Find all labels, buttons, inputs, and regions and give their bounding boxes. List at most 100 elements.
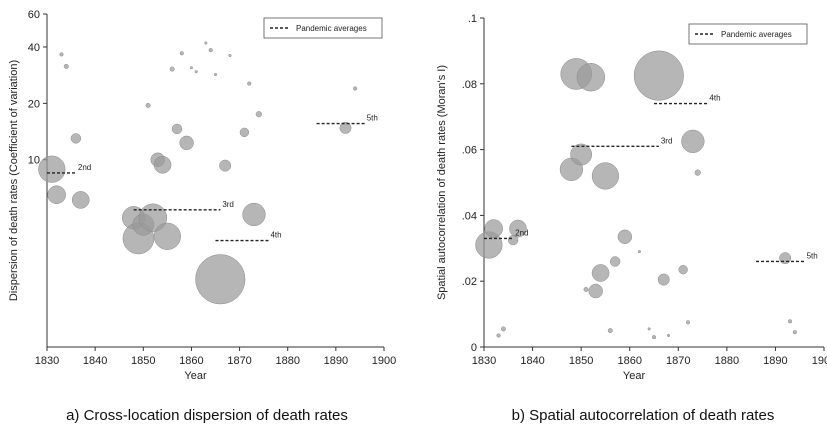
data-point [353, 86, 358, 91]
pandemic-average-label: 3rd [661, 136, 673, 145]
x-tick-label: 1830 [35, 355, 59, 367]
data-point [38, 155, 66, 183]
chart-panel-1: 1830 1840 1850 1860 1870 1880 1890 1900 10 20 40 60… [8, 9, 396, 424]
data-point [145, 102, 151, 108]
y-tick-label: 60 [28, 9, 40, 21]
x-tick-label: 1850 [569, 355, 593, 367]
pandemic-average-label: 2nd [515, 228, 528, 237]
data-point [678, 265, 688, 275]
x-tick-label: 1860 [617, 355, 641, 367]
x-tick-label: 1840 [83, 355, 107, 367]
x-tick-label: 1830 [472, 355, 496, 367]
pandemic-average-label: 3rd [222, 200, 234, 209]
legend-box [688, 23, 808, 45]
chart-panel-2: 1830 1840 1850 1860 1870 1880 1890 1900 0 .02 .04.… [436, 13, 827, 424]
bubble-series [38, 41, 358, 305]
x-tick-label: 1870 [227, 355, 251, 367]
data-point [189, 66, 193, 70]
data-point [179, 51, 184, 56]
data-point [138, 203, 168, 232]
y-tick-label: 40 [28, 42, 40, 54]
x-tick-label: 1880 [275, 355, 299, 367]
data-point [591, 264, 610, 282]
pandemic-average-label: 4th [270, 231, 281, 240]
y-axis-title: Spatial autocorrelation of death rates (… [436, 65, 448, 300]
y-tick-label: .06 [462, 145, 477, 157]
pandemic-average-label: 4th [709, 94, 720, 103]
data-point [484, 219, 503, 238]
data-point [591, 162, 619, 190]
data-point [583, 286, 589, 292]
legend-entry: Pandemic averages [721, 30, 792, 39]
x-tick-label: 1840 [520, 355, 544, 367]
data-point [694, 169, 701, 176]
y-tick-label: 20 [28, 98, 40, 110]
pandemic-average-label: 5th [367, 114, 378, 123]
data-point [213, 73, 218, 77]
data-point [59, 52, 64, 57]
legend-entry: Pandemic averages [296, 24, 367, 33]
data-point [609, 256, 621, 267]
data-point [633, 50, 684, 101]
data-point [169, 66, 175, 72]
panel-caption: a) Cross-location dispersion of death ra… [66, 407, 348, 424]
x-tick-label: 1900 [372, 355, 396, 367]
data-point [787, 319, 793, 324]
pandemic-average-label: 2nd [78, 163, 91, 172]
x-tick-label: 1870 [666, 355, 690, 367]
legend: Pandemic averages [688, 23, 808, 45]
data-point [153, 222, 181, 250]
panel-caption: b) Spatial autocorrelation of death rate… [512, 407, 775, 424]
data-point [500, 326, 506, 332]
y-tick-label: .08 [462, 79, 477, 91]
data-point [792, 330, 797, 335]
data-point [47, 185, 66, 204]
data-point [242, 202, 266, 227]
data-point [247, 81, 252, 86]
data-point [179, 135, 194, 151]
data-point [607, 328, 613, 333]
x-tick-label: 1860 [179, 355, 203, 367]
data-point [204, 41, 208, 45]
data-point [71, 191, 90, 209]
data-point [255, 111, 262, 118]
data-point [194, 70, 198, 74]
data-point [657, 273, 670, 286]
x-tick-label: 1890 [763, 355, 787, 367]
x-tick-label: 1890 [324, 355, 348, 367]
y-tick-label: 0 [471, 342, 477, 354]
legend-box [263, 17, 383, 39]
x-axis-title: Year [623, 370, 646, 382]
data-point [647, 327, 651, 331]
data-point [617, 229, 633, 244]
x-axis-title: Year [184, 370, 207, 382]
data-point [570, 143, 593, 166]
y-tick-label: 10 [28, 155, 40, 167]
data-point [171, 123, 183, 135]
y-tick-label: .04 [462, 210, 477, 222]
data-point [496, 333, 501, 338]
data-point [651, 335, 657, 340]
data-point [63, 63, 69, 69]
data-point [219, 159, 232, 172]
data-point [70, 133, 82, 144]
x-tick-label: 1880 [715, 355, 739, 367]
data-point [195, 254, 246, 305]
data-point [509, 219, 527, 238]
legend: Pandemic averages [263, 17, 383, 39]
data-point [208, 48, 213, 53]
y-tick-label: .02 [462, 276, 477, 288]
data-point [153, 155, 172, 174]
data-point [588, 283, 603, 299]
bubble-series [475, 50, 797, 340]
x-tick-label: 1850 [131, 355, 155, 367]
data-point [339, 121, 352, 134]
data-point [239, 127, 250, 138]
y-axis-title: Dispersion of death rates (Coefficient o… [8, 60, 20, 301]
pandemic-average-label: 5th [807, 251, 818, 260]
y-tick-label: .1 [468, 13, 477, 25]
data-point [681, 129, 705, 153]
x-tick-label: 1900 [812, 355, 827, 367]
data-point [228, 54, 232, 58]
